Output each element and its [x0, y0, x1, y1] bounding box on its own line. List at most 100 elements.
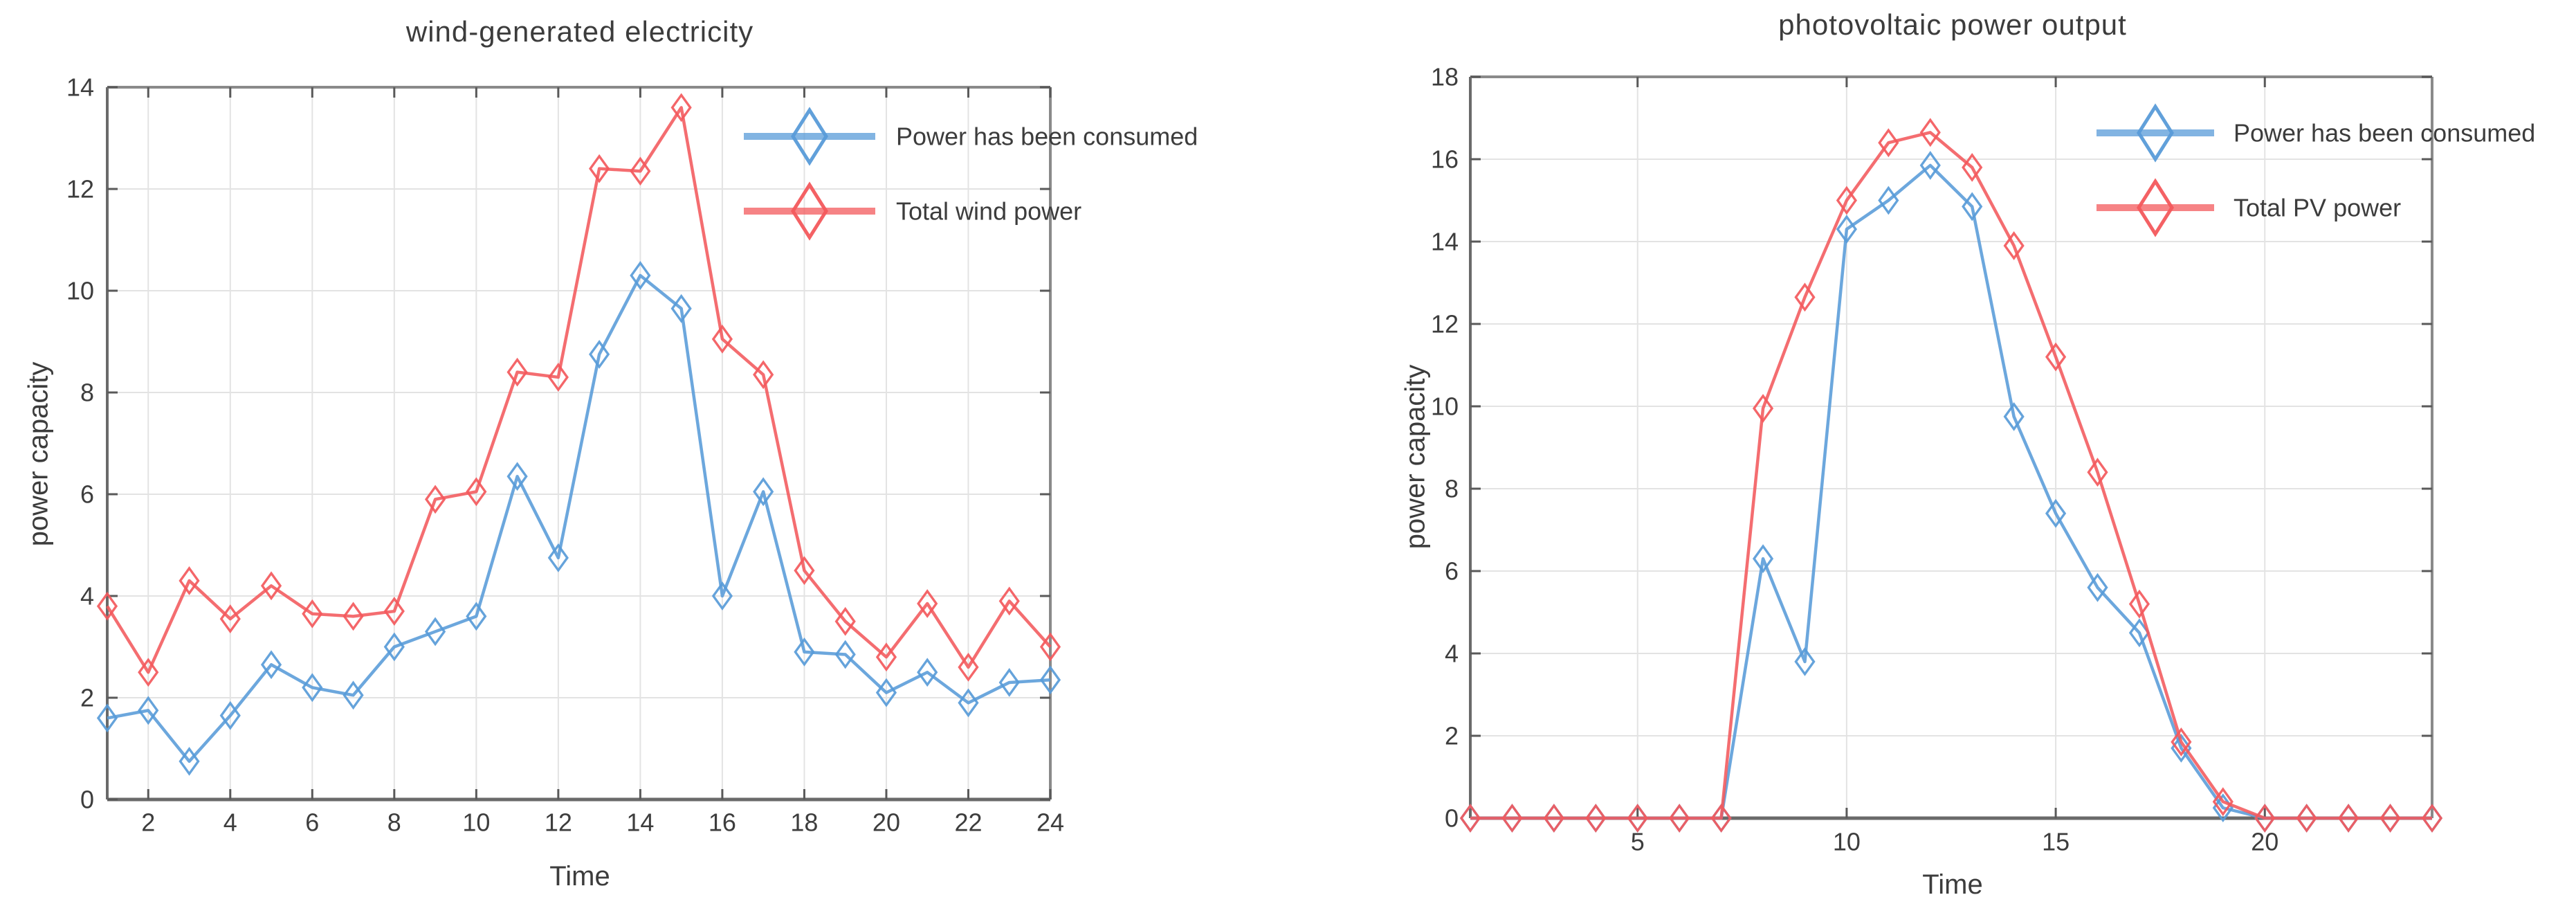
- data-point-marker: [383, 632, 405, 662]
- y-tick-label: 12: [1431, 310, 1459, 338]
- legend-diamond-icon: [791, 181, 828, 241]
- data-point-marker: [2171, 733, 2192, 763]
- data-point-marker: [1794, 647, 1816, 676]
- data-point-marker: [2379, 804, 2401, 833]
- data-point-marker: [1752, 394, 1774, 423]
- data-point-marker: [2087, 458, 2108, 487]
- x-tick-label: 24: [1036, 808, 1064, 836]
- data-point-marker: [711, 581, 733, 611]
- pv-legend: Power has been consumed Total PV power: [2097, 103, 2535, 237]
- y-tick-label: 6: [1445, 557, 1459, 586]
- data-point-marker: [2087, 572, 2108, 602]
- data-point-marker: [302, 673, 323, 703]
- data-point-marker: [1669, 804, 1690, 833]
- data-point-marker: [179, 746, 200, 776]
- data-point-marker: [917, 589, 938, 618]
- data-point-marker: [1543, 804, 1564, 833]
- series-markers-power-has-been-consumed: [96, 261, 1061, 776]
- data-point-marker: [547, 543, 569, 572]
- legend-diamond-icon: [2137, 178, 2174, 237]
- x-tick-label: 12: [545, 808, 572, 836]
- data-point-marker: [2003, 231, 2025, 260]
- legend-item-label: Total PV power: [2234, 194, 2401, 222]
- data-point-marker: [1039, 665, 1061, 695]
- series-line-power-has-been-consumed: [107, 273, 1051, 763]
- data-point-marker: [753, 360, 774, 390]
- data-point-marker: [96, 703, 118, 733]
- data-point-marker: [1459, 804, 1481, 833]
- data-point-marker: [998, 668, 1020, 697]
- data-point-marker: [2045, 342, 2067, 372]
- data-point-marker: [2296, 804, 2317, 833]
- data-point-marker: [1919, 118, 1941, 147]
- y-tick-label: 14: [66, 73, 94, 102]
- data-point-marker: [794, 637, 815, 667]
- data-point-marker: [342, 602, 364, 631]
- legend-diamond-icon: [791, 107, 828, 166]
- data-point-marker: [1962, 152, 1983, 182]
- data-point-marker: [2254, 804, 2276, 833]
- data-point-marker: [506, 462, 528, 491]
- data-point-marker: [834, 640, 856, 669]
- y-tick-label: 6: [80, 480, 94, 509]
- data-point-marker: [875, 678, 897, 707]
- data-point-marker: [998, 586, 1020, 616]
- data-point-marker: [96, 591, 118, 621]
- wind-legend: Power has been consumed Total wind power: [744, 107, 1198, 241]
- series-markers-total-pv-power: [1459, 118, 2443, 833]
- legend-item-label: Power has been consumed: [2234, 119, 2535, 147]
- data-point-marker: [2128, 589, 2150, 619]
- data-point-marker: [302, 599, 323, 629]
- data-point-marker: [219, 700, 241, 730]
- data-point-marker: [711, 324, 733, 354]
- series-line-total-wind-power: [106, 106, 1052, 674]
- data-point-marker: [1836, 186, 1858, 215]
- data-point-marker: [589, 339, 610, 369]
- series-line-total-pv-power: [1470, 131, 2432, 820]
- data-point-marker: [1919, 151, 1941, 180]
- x-tick-label: 22: [954, 808, 982, 836]
- data-point-marker: [2003, 401, 2025, 431]
- pv-x-axis-label: Time: [1922, 869, 1983, 900]
- x-tick-label: 15: [2042, 827, 2070, 856]
- wind-chart-title: wind-generated electricity: [405, 15, 754, 48]
- y-tick-label: 8: [1445, 475, 1459, 503]
- x-tick-label: 10: [1833, 827, 1861, 856]
- series-markers-power-has-been-consumed: [1459, 151, 2443, 833]
- data-point-marker: [138, 658, 159, 687]
- data-point-marker: [2045, 498, 2067, 528]
- x-tick-label: 4: [223, 808, 237, 836]
- data-point-marker: [589, 154, 610, 183]
- data-point-marker: [1501, 804, 1523, 833]
- data-point-marker: [834, 606, 856, 636]
- data-point-marker: [794, 556, 815, 586]
- data-point-marker: [466, 477, 487, 507]
- data-point-marker: [179, 566, 200, 595]
- y-tick-label: 2: [80, 684, 94, 712]
- data-point-marker: [958, 652, 979, 682]
- pv-chart-title: photovoltaic power output: [1778, 8, 2127, 41]
- data-point-marker: [260, 650, 282, 680]
- data-point-marker: [670, 293, 692, 323]
- x-tick-label: 14: [626, 808, 654, 836]
- data-point-marker: [1039, 632, 1061, 662]
- x-tick-label: 6: [305, 808, 319, 836]
- series-line-power-has-been-consumed: [1470, 163, 2432, 820]
- data-point-marker: [917, 658, 938, 687]
- x-tick-label: 20: [873, 808, 900, 836]
- y-tick-label: 12: [66, 175, 94, 204]
- y-tick-label: 2: [1445, 722, 1459, 750]
- legend-item-label: Total wind power: [896, 197, 1081, 226]
- data-point-marker: [875, 642, 897, 672]
- data-point-marker: [2212, 787, 2234, 817]
- x-tick-label: 2: [141, 808, 155, 836]
- data-point-marker: [1878, 186, 1899, 215]
- data-point-marker: [1794, 282, 1816, 312]
- data-point-marker: [424, 485, 446, 514]
- y-tick-label: 0: [80, 786, 94, 814]
- legend-item-label: Power has been consumed: [896, 123, 1198, 151]
- x-tick-label: 10: [462, 808, 490, 836]
